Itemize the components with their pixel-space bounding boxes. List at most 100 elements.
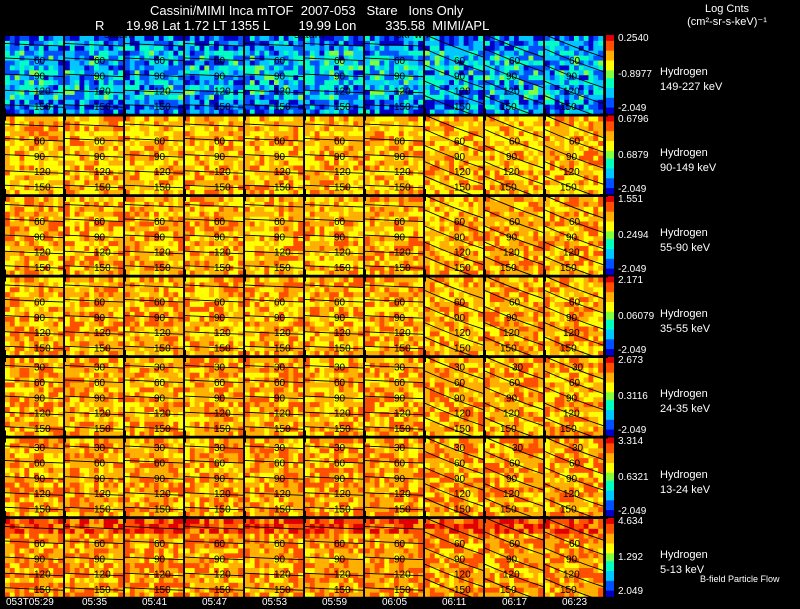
heatmap-cell: [348, 99, 354, 105]
heatmap-cell: [113, 155, 119, 161]
heatmap-cell: [134, 89, 140, 96]
heatmap-cell: [264, 94, 270, 101]
pitch-tick-label: 90: [394, 71, 406, 82]
heatmap-cell: [149, 175, 155, 181]
heatmap-cell: [24, 260, 30, 266]
heatmap-cell: [84, 185, 90, 191]
heatmap-cell: [209, 70, 215, 76]
heatmap-cell: [65, 85, 71, 91]
heatmap-cell: [84, 201, 90, 208]
heatmap-cell: [514, 185, 520, 191]
heatmap-cell: [559, 116, 565, 122]
heatmap-cell: [168, 190, 174, 196]
heatmap-cell: [5, 170, 11, 176]
heatmap-cell: [554, 116, 560, 122]
heatmap-cell: [5, 246, 11, 252]
heatmap-cell: [74, 99, 80, 105]
heatmap-cell: [454, 136, 460, 142]
heatmap-cell: [144, 40, 150, 47]
heatmap-cell: [574, 65, 580, 71]
heatmap-cell: [343, 89, 349, 96]
heatmap-cell: [334, 85, 340, 91]
heatmap-cell: [283, 175, 289, 181]
heatmap-cell: [463, 136, 469, 142]
heatmap-cell: [125, 126, 131, 132]
heatmap-cell: [353, 190, 359, 196]
pitch-tick-label: 120: [154, 248, 171, 259]
pitch-contour: [483, 144, 545, 169]
heatmap-cell: [139, 236, 145, 242]
heatmap-cell: [158, 165, 164, 171]
pitch-tick-label: 120: [214, 248, 231, 259]
heatmap-cell: [139, 75, 145, 81]
heatmap-cell: [403, 165, 409, 171]
heatmap-cell: [269, 99, 275, 105]
heatmap-cell: [223, 206, 229, 213]
heatmap-cell: [103, 211, 109, 217]
heatmap-cell: [528, 60, 534, 66]
heatmap-cell: [254, 150, 260, 157]
heatmap-cell: [118, 136, 124, 142]
heatmap-cell: [528, 85, 534, 91]
heatmap-cell: [494, 94, 500, 101]
heatmap-cell: [549, 170, 555, 176]
heatmap-cell: [549, 116, 555, 122]
heatmap-cell: [538, 185, 544, 191]
heatmap-cell: [134, 126, 140, 132]
heatmap-cell: [578, 50, 584, 56]
heatmap-cell: [249, 255, 255, 262]
heatmap-cell: [494, 131, 500, 137]
heatmap-cell: [249, 231, 255, 237]
heatmap-cell: [19, 60, 25, 66]
heatmap-cell: [9, 104, 15, 110]
heatmap-cell: [473, 180, 479, 186]
heatmap-cell: [358, 126, 364, 132]
heatmap-cell: [298, 99, 304, 105]
heatmap-cell: [444, 165, 450, 171]
heatmap-cell: [329, 185, 335, 191]
heatmap-cell: [154, 50, 160, 56]
heatmap-cell: [283, 126, 289, 132]
heatmap-cell: [343, 70, 349, 76]
heatmap-cell: [489, 126, 495, 132]
heatmap-cell: [269, 104, 275, 110]
heatmap-cell: [29, 206, 35, 213]
heatmap-cell: [389, 185, 395, 191]
heatmap-cell: [439, 65, 445, 71]
heatmap-cell: [214, 226, 220, 232]
heatmap-cell: [163, 70, 169, 76]
heatmap-cell: [129, 265, 135, 271]
heatmap-cell: [19, 211, 25, 217]
heatmap-cell: [98, 241, 104, 247]
heatmap-cell: [298, 50, 304, 56]
heatmap-cell: [518, 175, 524, 181]
heatmap-cell: [9, 221, 15, 227]
heatmap-cell: [324, 116, 330, 122]
heatmap-cell: [69, 211, 75, 217]
heatmap-cell: [494, 50, 500, 56]
heatmap-cell: [545, 141, 551, 147]
heatmap-cell: [43, 216, 49, 222]
heatmap-cell: [144, 145, 150, 152]
heatmap-cell: [58, 99, 64, 105]
pitch-contour: [543, 128, 605, 153]
heatmap-cell: [178, 221, 184, 227]
heatmap-cell: [343, 126, 349, 132]
heatmap-cell: [454, 145, 460, 152]
heatmap-cell: [223, 80, 229, 86]
heatmap-cell: [384, 190, 390, 196]
heatmap-cell: [353, 121, 359, 127]
units-line-1: Log Cnts: [704, 3, 750, 15]
heatmap-cell: [458, 141, 464, 147]
heatmap-cell: [254, 126, 260, 132]
heatmap-cell: [278, 99, 284, 105]
heatmap-cell: [233, 246, 239, 252]
heatmap-cell: [554, 109, 560, 115]
heatmap-cell: [418, 190, 424, 196]
heatmap-cell: [228, 40, 234, 47]
heatmap-cell: [494, 190, 500, 196]
heatmap-cell: [413, 116, 419, 122]
heatmap-cell: [144, 80, 150, 86]
heatmap-cell: [254, 190, 260, 196]
heatmap-cell: [545, 126, 551, 132]
